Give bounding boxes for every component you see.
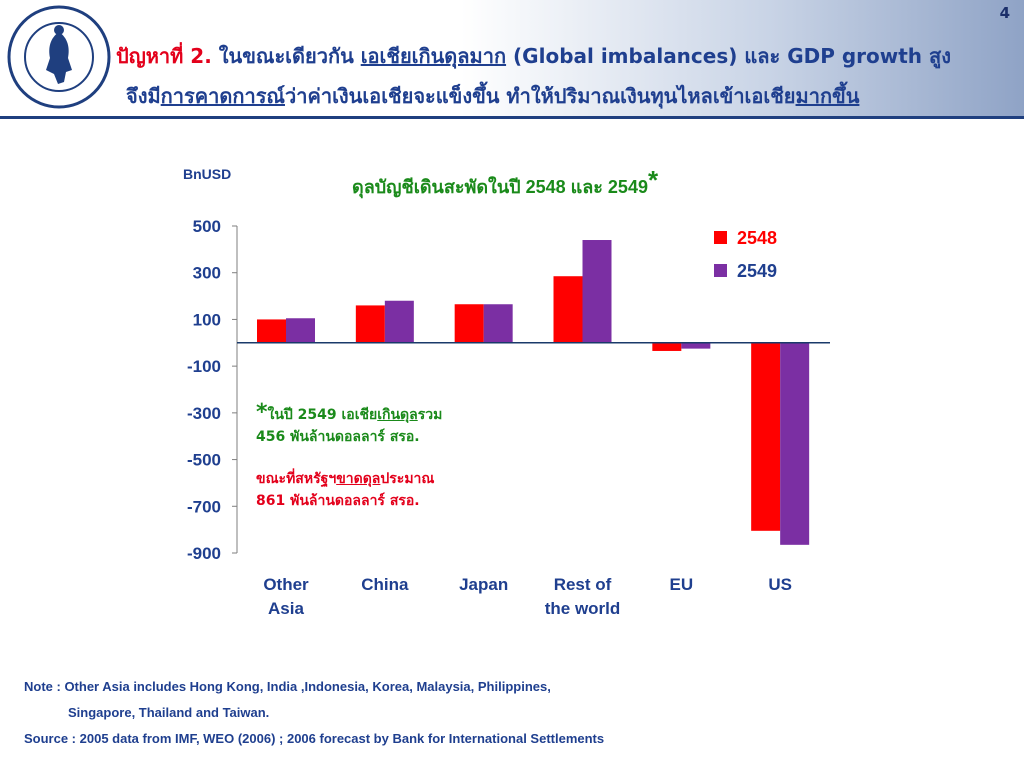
chart-title-marker: * xyxy=(647,165,659,195)
x-category-label-line: the world xyxy=(544,599,621,618)
bar-2549-other-asia xyxy=(286,318,315,343)
legend-item-2548: 2548 xyxy=(714,228,777,249)
legend-swatch-2548 xyxy=(714,230,727,244)
title-text: จึงมี xyxy=(126,84,161,108)
x-category-label: Japan xyxy=(429,573,539,597)
bar-2548-japan xyxy=(454,304,484,343)
title-text: (Global imbalances) และ GDP growth สูง xyxy=(506,44,951,68)
header-divider xyxy=(0,116,1024,119)
annotation-underlined-text: เกินดุล xyxy=(377,407,418,423)
bar-2549-eu xyxy=(681,342,711,349)
annotation-line: ขณะที่สหรัฐฯขาดดุลประมาณ xyxy=(256,468,434,490)
asia-surplus-annotation: *ในปี 2549 เอเชียเกินดุลรวม 456 พันล้านด… xyxy=(256,402,442,448)
title-text: ว่าค่าเงินเอเชียจะแข็งขึ้น ทำให้ปริมาณเง… xyxy=(285,84,796,108)
slide-title-line-1: ปัญหาที่ 2. ในขณะเดียวกัน เอเชียเกินดุลม… xyxy=(116,40,951,72)
x-category-label-line: Asia xyxy=(268,599,304,618)
legend-item-2549: 2549 xyxy=(714,261,777,282)
bar-2548-us xyxy=(751,342,781,531)
footnote-source: Source : 2005 data from IMF, WEO (2006) … xyxy=(24,731,605,746)
chart-title-text: ดุลบัญชีเดินสะพัดในปี 2548 และ 2549 xyxy=(352,177,648,197)
x-category-label: US xyxy=(725,573,835,597)
y-tick-label: 500 xyxy=(193,217,221,236)
legend-label-2548: 2548 xyxy=(737,228,778,248)
y-axis-unit-label: BnUSD xyxy=(183,166,232,182)
x-category-label: EU xyxy=(626,573,736,597)
bar-2548-rest-of-the-world xyxy=(553,276,583,343)
title-problem-label: ปัญหาที่ 2. xyxy=(116,44,212,68)
bank-of-thailand-seal-icon xyxy=(7,5,111,109)
header-band xyxy=(0,0,1024,118)
y-tick-label: -500 xyxy=(187,451,221,470)
y-tick-label: -100 xyxy=(187,357,221,376)
title-underlined-text: การคาดการณ์ xyxy=(160,84,285,108)
y-tick-label: -700 xyxy=(187,497,221,516)
annotation-underlined-text: ขาดดุล xyxy=(336,471,381,487)
y-tick-label: 100 xyxy=(193,310,221,329)
annotation-text: ขณะที่สหรัฐฯ xyxy=(256,471,337,487)
y-tick-label: 300 xyxy=(193,264,221,283)
bar-2548-other-asia xyxy=(257,319,286,343)
title-underlined-text: มากขึ้น xyxy=(795,84,860,108)
title-text: ในขณะเดียวกัน xyxy=(211,44,361,68)
x-category-label-line: EU xyxy=(669,575,694,594)
x-category-label: Other Asia xyxy=(231,573,341,621)
legend-label-2549: 2549 xyxy=(737,261,778,281)
x-category-label: China xyxy=(330,573,440,597)
slide-title-line-2: จึงมีการคาดการณ์ว่าค่าเงินเอเชียจะแข็งขึ… xyxy=(126,80,859,112)
footnote-note-line-1: Note : Other Asia includes Hong Kong, In… xyxy=(24,679,551,694)
y-tick-label: -900 xyxy=(187,544,221,563)
x-category-label-line: Other xyxy=(263,575,309,594)
x-category-label-line: Rest of xyxy=(553,575,612,594)
annotation-line: 456 พันล้านดอลลาร์ สรอ. xyxy=(256,429,420,445)
annotation-line: *ในปี 2549 เอเชียเกินดุลรวม xyxy=(256,402,442,426)
bar-2549-japan xyxy=(483,304,513,343)
us-deficit-annotation: ขณะที่สหรัฐฯขาดดุลประมาณ 861 พันล้านดอลล… xyxy=(256,468,434,512)
bar-2548-eu xyxy=(652,342,682,351)
chart-title: ดุลบัญชีเดินสะพัดในปี 2548 และ 2549* xyxy=(352,167,658,201)
x-category-label-line: US xyxy=(768,575,792,594)
annotation-text: ประมาณ xyxy=(380,471,435,487)
slide-number: 4 xyxy=(999,4,1010,22)
footnote-note-line-2: Singapore, Thailand and Taiwan. xyxy=(68,705,270,720)
annotation-text: ในปี 2549 เอเชีย xyxy=(267,407,378,423)
annotation-line: 861 พันล้านดอลลาร์ สรอ. xyxy=(256,493,420,509)
x-category-label-line: China xyxy=(361,575,409,594)
y-tick-label: -300 xyxy=(187,404,221,423)
x-category-label-line: Japan xyxy=(459,575,509,594)
bar-2549-us xyxy=(780,342,810,545)
annotation-text: รวม xyxy=(417,407,443,423)
legend-swatch-2549 xyxy=(714,263,727,277)
annotation-marker: * xyxy=(256,400,268,425)
bar-2549-rest-of-the-world xyxy=(582,240,612,343)
bar-2549-china xyxy=(384,300,414,343)
x-category-label: Rest of the world xyxy=(528,573,638,621)
title-underlined-text: เอเชียเกินดุลมาก xyxy=(360,44,507,68)
bar-2548-china xyxy=(355,305,385,343)
